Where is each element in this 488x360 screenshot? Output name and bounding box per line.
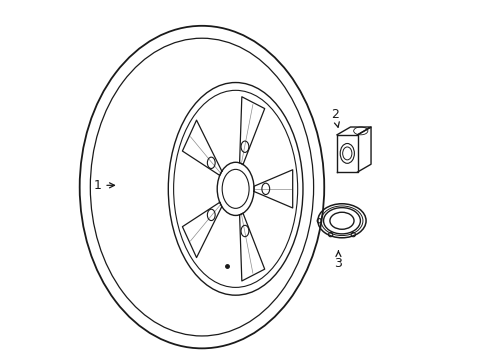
- Text: 3: 3: [334, 251, 342, 270]
- Text: 2: 2: [330, 108, 339, 127]
- Text: 1: 1: [93, 179, 114, 192]
